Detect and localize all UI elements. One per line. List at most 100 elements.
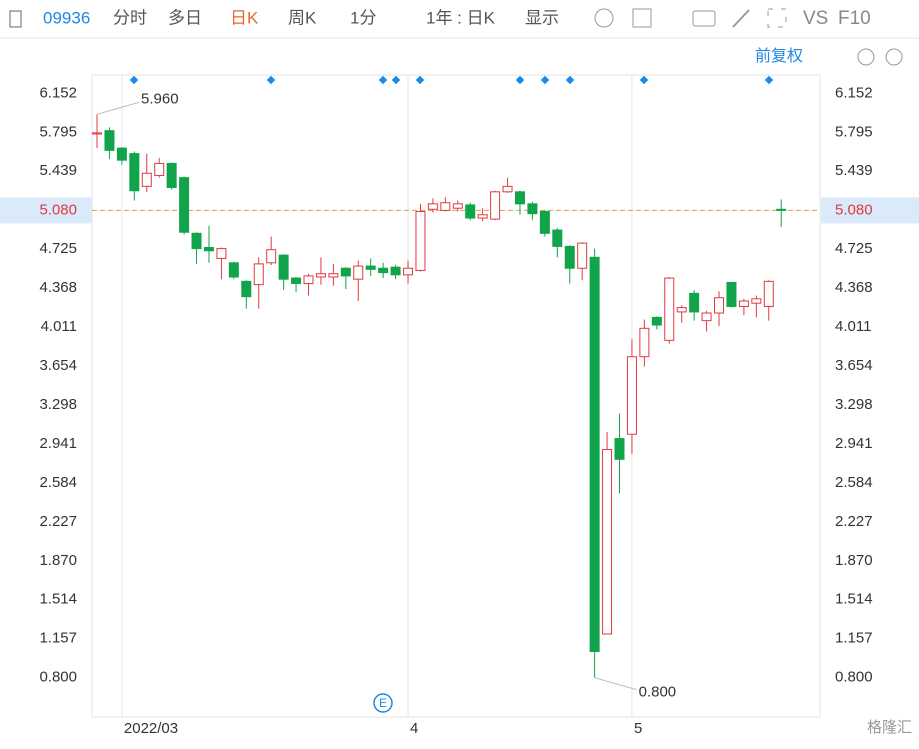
candle-body xyxy=(577,242,588,269)
event-marker[interactable] xyxy=(266,75,276,85)
candle-body xyxy=(291,277,302,285)
candle-body xyxy=(726,281,737,307)
event-marker[interactable] xyxy=(129,75,139,85)
y-tick-label-right: 1.870 xyxy=(835,552,873,569)
tab[interactable]: 多日 xyxy=(168,8,202,27)
candle-body xyxy=(589,256,600,652)
color-icon[interactable] xyxy=(632,8,652,28)
y-tick-label: 4.368 xyxy=(39,279,77,296)
watermark: 格隆汇 xyxy=(867,719,912,736)
current-price-label: 5.080 xyxy=(39,201,77,218)
stock-code[interactable]: 09936 xyxy=(43,8,90,27)
tab[interactable]: 1年 : 日K xyxy=(426,8,496,27)
candle-body xyxy=(154,162,165,176)
event-marker[interactable] xyxy=(391,75,401,85)
y-tick-label-right: 4.725 xyxy=(835,240,873,257)
y-tick-label: 2.227 xyxy=(39,513,77,530)
min-pointer xyxy=(594,677,637,691)
candle-body xyxy=(514,191,525,205)
candle-body xyxy=(490,191,501,220)
candle-body xyxy=(552,229,563,247)
candle-body xyxy=(614,438,625,460)
camera-icon[interactable] xyxy=(692,10,716,27)
candle-body xyxy=(104,130,115,151)
candle-body xyxy=(639,327,650,358)
candle-body xyxy=(477,214,488,219)
current-price-label: 5.080 xyxy=(835,201,873,218)
min-label: 0.800 xyxy=(639,684,677,701)
candle-body xyxy=(714,297,725,314)
candle-body xyxy=(415,210,426,271)
adjust-button[interactable]: 前复权 xyxy=(755,47,803,65)
y-tick-label: 4.725 xyxy=(39,240,77,257)
event-icon[interactable] xyxy=(373,693,393,713)
y-tick-label-right: 5.795 xyxy=(835,123,873,140)
candle-body xyxy=(166,162,177,188)
tab[interactable]: 日K xyxy=(230,8,259,27)
fullscreen-icon[interactable] xyxy=(767,8,787,28)
candle-body xyxy=(564,245,575,269)
y-tick-label: 1.157 xyxy=(39,630,77,647)
candle-body xyxy=(203,247,214,252)
candle-body xyxy=(676,307,687,313)
candle-body xyxy=(776,208,787,211)
candle-body xyxy=(689,292,700,313)
tab[interactable]: 周K xyxy=(288,8,317,27)
candle-body xyxy=(278,254,289,280)
y-tick-label: 5.795 xyxy=(39,123,77,140)
candle-body xyxy=(403,267,414,276)
candle-body xyxy=(602,449,613,635)
candle-body xyxy=(452,203,463,209)
candle-body xyxy=(92,132,103,135)
candle-body xyxy=(539,210,550,234)
event-marker[interactable] xyxy=(378,75,388,85)
zoom-out[interactable] xyxy=(857,48,875,66)
candle-body xyxy=(353,265,364,280)
candle-body xyxy=(191,232,202,250)
y-tick-label-right: 1.514 xyxy=(835,591,873,608)
candle-body xyxy=(502,185,513,193)
x-tick-label: 4 xyxy=(410,720,418,737)
zoom-in[interactable] xyxy=(885,48,903,66)
y-tick-label: 3.654 xyxy=(39,357,77,374)
y-tick-label: 2.584 xyxy=(39,474,77,491)
candle-body xyxy=(626,356,637,435)
settings-icon[interactable] xyxy=(594,8,614,28)
y-tick-label-right: 2.584 xyxy=(835,474,873,491)
tab[interactable]: 显示 xyxy=(525,8,559,27)
plot-area xyxy=(91,74,821,718)
y-tick-label-right: 5.439 xyxy=(835,162,873,179)
candle-body xyxy=(228,262,239,278)
draw-icon[interactable] xyxy=(732,9,750,28)
vs-button[interactable]: VS xyxy=(803,8,828,29)
candle-body xyxy=(253,263,264,286)
tab[interactable]: 1分 xyxy=(350,8,376,27)
y-tick-label-right: 4.011 xyxy=(835,318,871,335)
candle-body xyxy=(116,147,127,161)
y-tick-label: 1.514 xyxy=(39,591,77,608)
y-tick-label: 3.298 xyxy=(39,396,77,413)
candle-body xyxy=(365,265,376,270)
event-marker[interactable] xyxy=(415,75,425,85)
candle-body xyxy=(129,153,140,192)
y-tick-label-right: 3.298 xyxy=(835,396,873,413)
f10-button[interactable]: F10 xyxy=(838,8,871,29)
tab[interactable]: 分时 xyxy=(113,8,147,27)
candle-body xyxy=(266,249,277,264)
candle-body xyxy=(651,316,662,326)
candle-body xyxy=(738,300,749,307)
candle-body xyxy=(216,248,227,259)
y-tick-label-right: 0.800 xyxy=(835,669,873,686)
y-tick-label-right: 3.654 xyxy=(835,357,873,374)
y-tick-label: 1.870 xyxy=(39,552,77,569)
y-tick-label: 6.152 xyxy=(39,84,77,101)
candle-body xyxy=(241,280,252,298)
x-tick-label: 5 xyxy=(634,720,642,737)
candle-body xyxy=(315,273,326,278)
candle-body xyxy=(390,266,401,276)
y-tick-label-right: 2.227 xyxy=(835,513,873,530)
candle-body xyxy=(141,172,152,187)
toggle-icon[interactable] xyxy=(9,10,22,28)
